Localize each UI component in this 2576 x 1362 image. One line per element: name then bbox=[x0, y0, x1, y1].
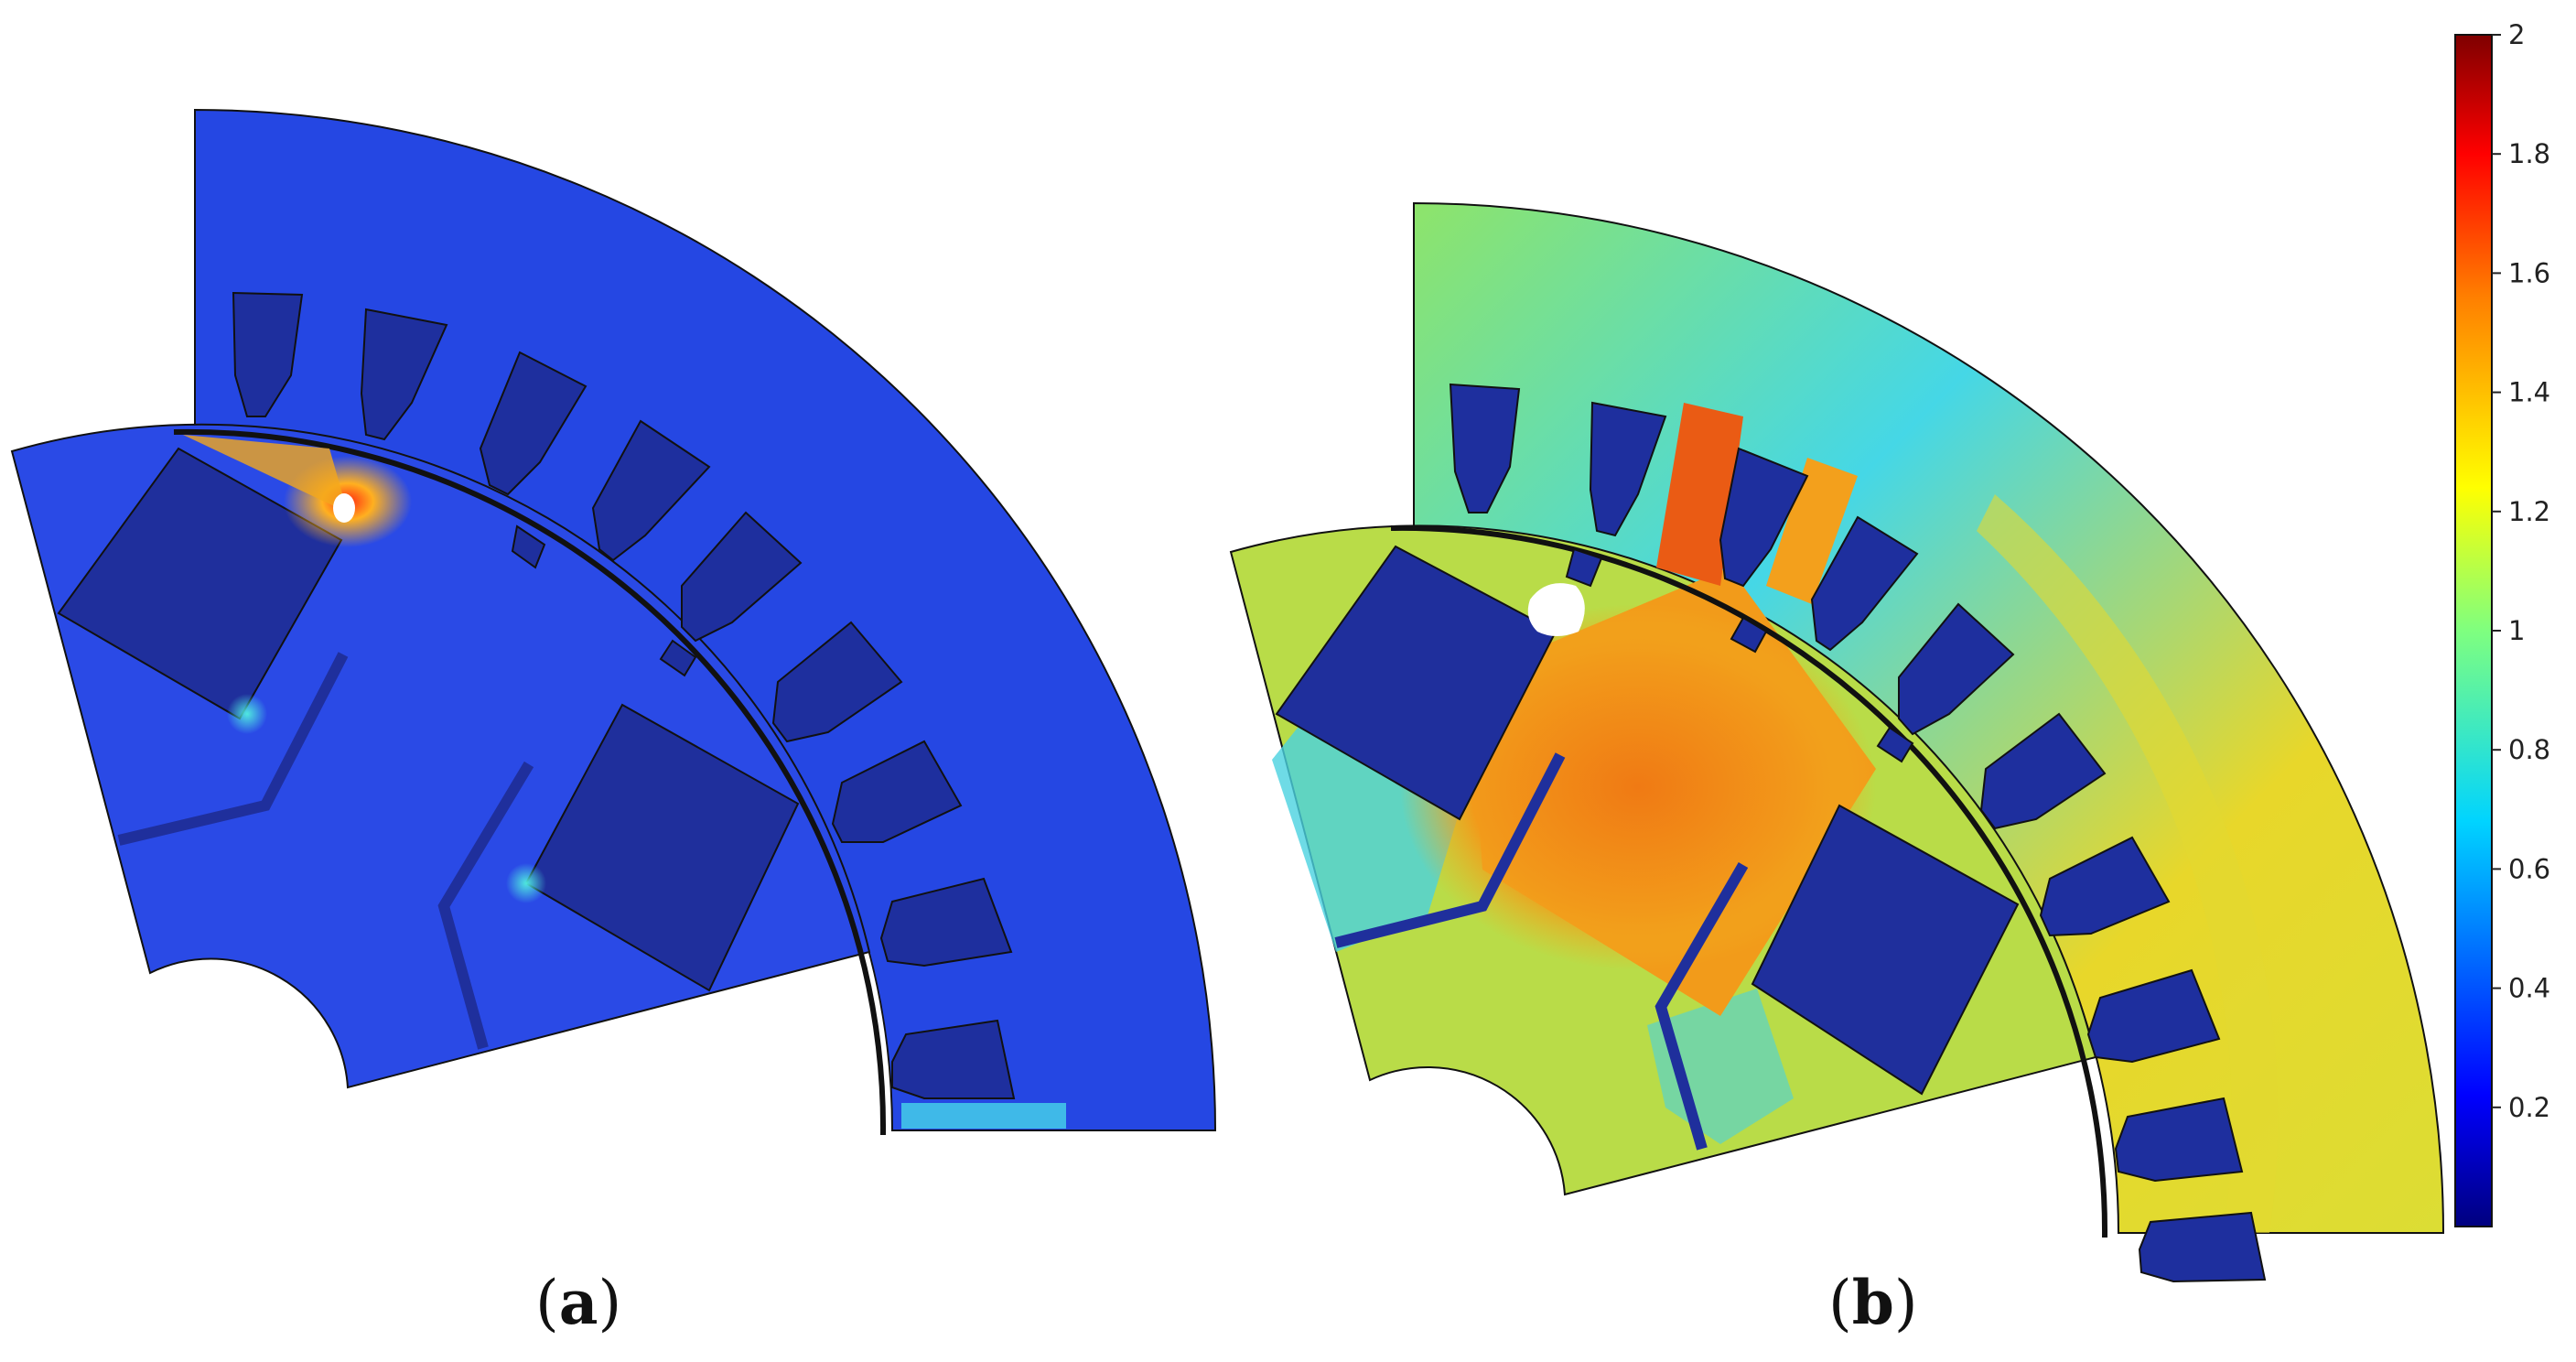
panel-a-glow bbox=[506, 863, 546, 903]
colorbar-ticks: 2 1.8 1.6 1.4 1.2 1 0.8 0.6 0.4 0.2 bbox=[2492, 19, 2550, 1123]
panel-a-hot-wedge bbox=[183, 435, 348, 513]
panel-b-barrier bbox=[1654, 861, 1749, 1151]
panel-a-geometry bbox=[10, 108, 1217, 1136]
colorbar-tick-label: 1.2 bbox=[2508, 496, 2550, 527]
colorbar-tick-label: 2 bbox=[2508, 19, 2525, 50]
colorbar-tick-label: 0.2 bbox=[2508, 1092, 2550, 1123]
panel-a-airgap bbox=[173, 428, 887, 1136]
colorbar-tick-label: 0.6 bbox=[2508, 853, 2550, 884]
panel-b-saturation-hole bbox=[1527, 583, 1585, 636]
colorbar-tick-label: 1.4 bbox=[2508, 377, 2550, 408]
panel-b-magnet bbox=[1275, 545, 1557, 821]
panel-b-barrier bbox=[1334, 752, 1566, 948]
panel-b-geometry bbox=[1229, 201, 2445, 1283]
colorbar-tick-label: 1 bbox=[2508, 615, 2525, 646]
panel-label-a: (a) bbox=[535, 1267, 622, 1338]
panel-a-slots bbox=[232, 291, 1016, 1099]
panel-b-slots bbox=[1449, 383, 2267, 1283]
panel-a-stator-strip bbox=[901, 1103, 1066, 1129]
panel-a-saturation-hole bbox=[333, 493, 355, 523]
panel-a-barrier bbox=[117, 652, 349, 846]
panel-b-tooth-hot bbox=[1766, 458, 1858, 604]
colorbar: 2 1.8 1.6 1.4 1.2 1 0.8 0.6 0.4 0.2 bbox=[2454, 19, 2550, 1227]
panel-a-barrier bbox=[437, 761, 534, 1050]
colorbar-tick-label: 0.8 bbox=[2508, 734, 2550, 765]
panel-b-yoke-band bbox=[1977, 494, 2279, 1233]
panel-b-magnet bbox=[1751, 804, 2020, 1096]
colorbar-tick-label: 1.8 bbox=[2508, 138, 2550, 169]
colorbar-tick-label: 1.6 bbox=[2508, 257, 2550, 288]
colorbar-gradient bbox=[2454, 34, 2493, 1227]
panel-label-b: (b) bbox=[1828, 1267, 1918, 1338]
colorbar-tick-label: 0.4 bbox=[2508, 973, 2550, 1004]
panel-a-magnet bbox=[524, 703, 800, 992]
panel-a-glow bbox=[227, 694, 267, 734]
